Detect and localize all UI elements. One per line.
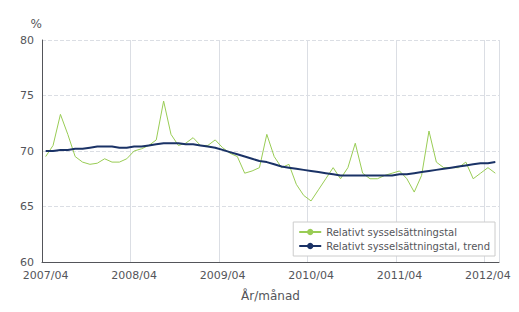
svg-text:År/månad: År/månad: [241, 288, 300, 303]
svg-text:75: 75: [20, 89, 34, 102]
svg-text:2009/04: 2009/04: [200, 269, 246, 282]
svg-text:80: 80: [20, 34, 34, 47]
svg-text:70: 70: [20, 145, 34, 158]
svg-text:Relativt sysselsättningstal: Relativt sysselsättningstal: [326, 227, 457, 238]
svg-text:2011/04: 2011/04: [377, 269, 423, 282]
svg-text:2010/04: 2010/04: [288, 269, 334, 282]
svg-text:%: %: [31, 17, 42, 31]
svg-text:65: 65: [20, 200, 34, 213]
svg-text:2007/04: 2007/04: [23, 269, 69, 282]
svg-text:2012/04: 2012/04: [465, 269, 511, 282]
svg-text:Relativt sysselsättningstal, t: Relativt sysselsättningstal, trend: [326, 241, 490, 252]
svg-text:2008/04: 2008/04: [111, 269, 157, 282]
svg-text:60: 60: [20, 256, 34, 269]
